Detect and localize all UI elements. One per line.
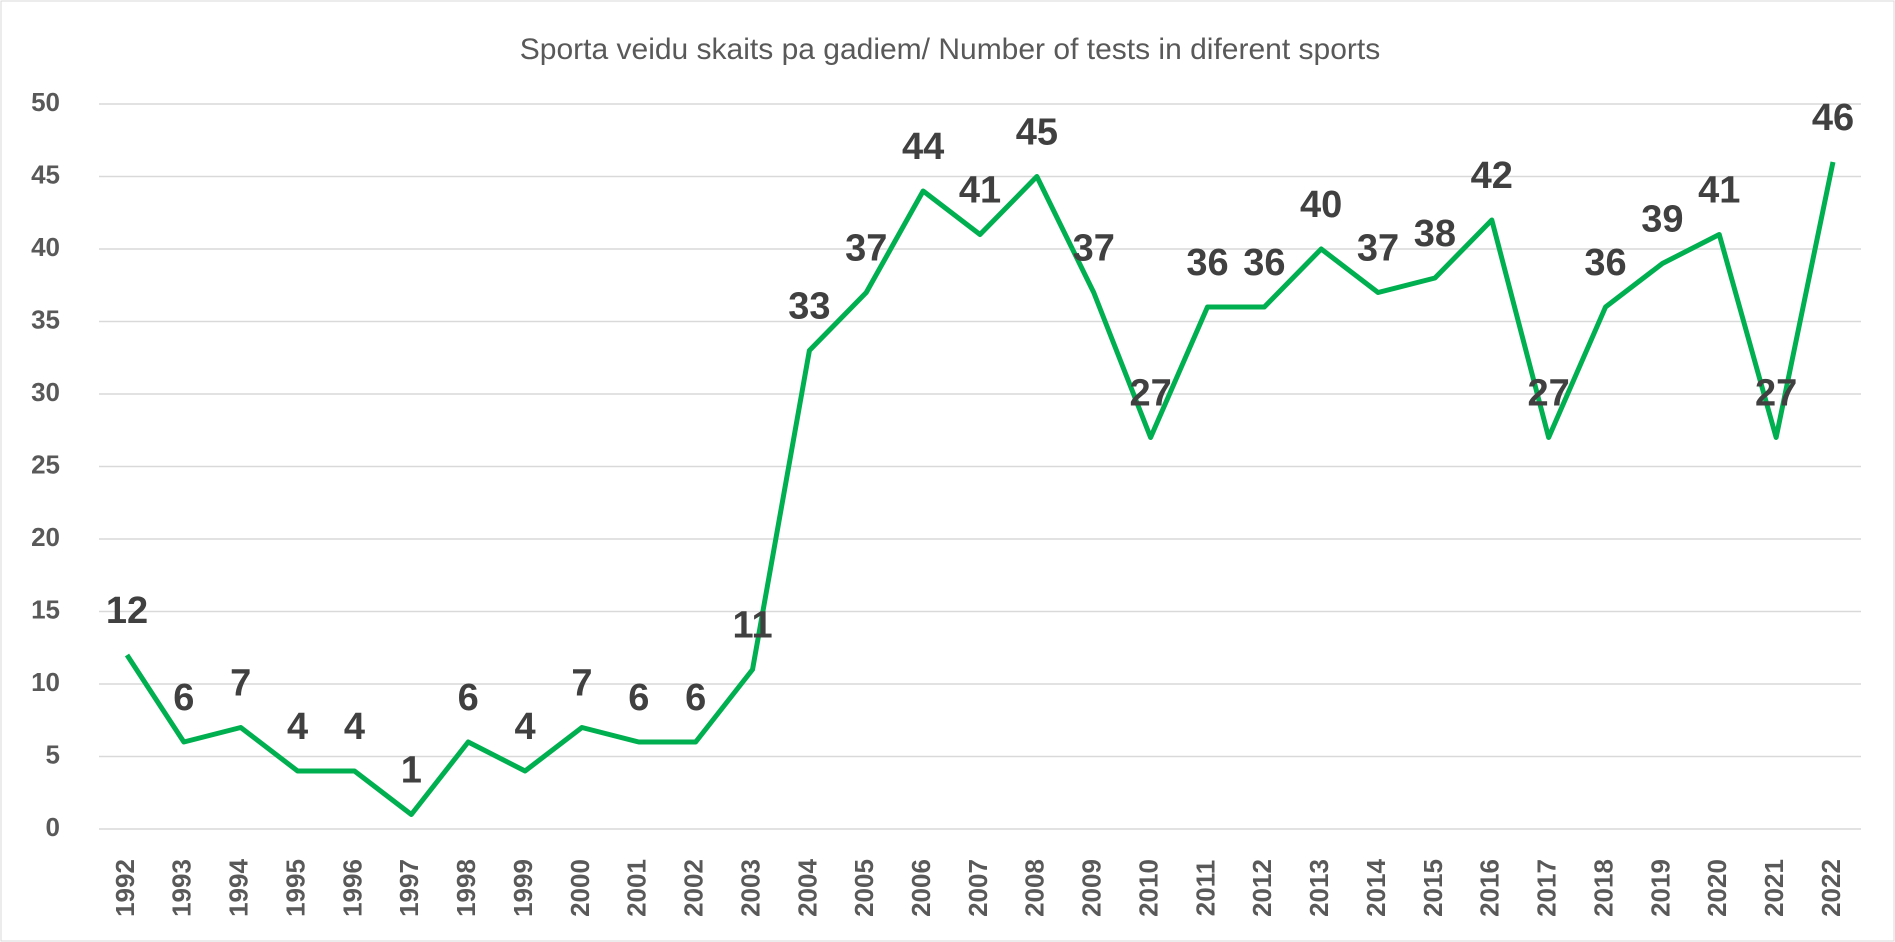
data-label: 41 [1698,170,1740,212]
x-tick-label: 2010 [1133,859,1163,917]
data-label: 42 [1471,155,1513,197]
x-tick-label: 1992 [110,859,140,917]
data-label: 6 [628,677,649,719]
x-tick-label: 2005 [849,859,879,917]
x-tick-label: 1994 [224,859,254,917]
data-label: 6 [458,677,479,719]
data-label: 1 [401,750,422,792]
data-label: 7 [230,663,251,705]
data-label: 36 [1186,242,1228,284]
x-tick-label: 2000 [565,859,595,917]
y-tick-label: 35 [31,304,60,334]
data-label: 27 [1129,373,1171,415]
y-tick-label: 45 [31,159,60,189]
x-tick-label: 2001 [622,859,652,917]
y-tick-label: 40 [31,232,60,262]
y-tick-label: 20 [31,522,60,552]
x-tick-label: 2008 [1020,859,1050,917]
x-tick-label: 2003 [735,859,765,917]
x-tick-label: 1998 [451,859,481,917]
x-tick-label: 2017 [1532,859,1562,917]
data-label: 36 [1584,242,1626,284]
data-label: 6 [685,677,706,719]
x-tick-label: 2009 [1077,859,1107,917]
y-tick-label: 10 [31,667,60,697]
data-label: 37 [1073,228,1115,270]
data-label: 4 [514,706,535,748]
data-label: 40 [1300,184,1342,226]
x-tick-label: 2002 [679,859,709,917]
data-label: 38 [1414,213,1456,255]
x-tick-label: 1999 [508,859,538,917]
data-label: 41 [959,170,1001,212]
y-tick-label: 0 [46,812,60,842]
x-tick-label: 2012 [1247,859,1277,917]
chart-title: Sporta veidu skaits pa gadiem/ Number of… [520,33,1380,66]
data-label: 39 [1641,199,1683,241]
data-label: 4 [287,706,308,748]
x-tick-label: 2022 [1816,859,1846,917]
x-tick-label: 2018 [1588,859,1618,917]
x-tick-label: 2021 [1759,859,1789,917]
x-tick-label: 1993 [167,859,197,917]
data-label: 11 [732,605,772,647]
x-tick-label: 2013 [1304,859,1334,917]
x-tick-label: 2014 [1361,859,1391,917]
data-label: 37 [845,228,887,270]
data-label: 33 [788,286,830,328]
x-tick-label: 2007 [963,859,993,917]
data-label: 4 [344,706,365,748]
x-tick-label: 2019 [1645,859,1675,917]
data-label: 36 [1243,242,1285,284]
data-label: 7 [571,663,592,705]
data-label: 6 [173,677,194,719]
y-tick-label: 30 [31,377,60,407]
x-tick-label: 2004 [792,859,822,917]
x-tick-label: 2016 [1475,859,1505,917]
data-line [124,161,1836,817]
x-tick-label: 2015 [1418,859,1448,917]
data-label: 46 [1812,97,1854,139]
data-label: 12 [106,590,148,632]
y-tick-label: 25 [31,449,60,479]
y-tick-label: 15 [31,594,60,624]
y-tick-label: 50 [31,87,60,117]
x-tick-label: 1995 [280,859,310,917]
x-tick-label: 1997 [394,859,424,917]
x-tick-label: 1996 [337,859,367,917]
y-tick-label: 5 [46,739,60,769]
data-label: 45 [1016,112,1058,154]
data-label: 44 [902,126,944,168]
data-label: 37 [1357,228,1399,270]
data-label: 27 [1755,373,1797,415]
data-label: 27 [1528,373,1570,415]
x-tick-label: 2006 [906,859,936,917]
x-tick-label: 2011 [1190,860,1220,916]
x-tick-label: 2020 [1702,859,1732,917]
